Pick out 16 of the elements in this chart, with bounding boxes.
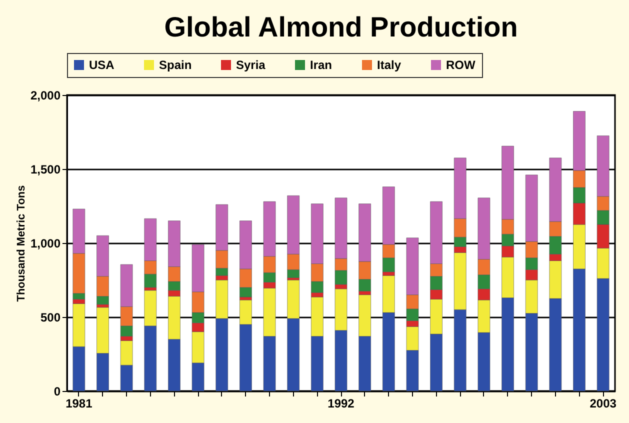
y-tick-label: 0 [54, 384, 61, 398]
y-axis-title: Thousand Metric Tons [15, 185, 28, 302]
legend-label: USA [89, 58, 115, 72]
y-tick-label: 1,500 [30, 162, 61, 176]
legend-label: ROW [446, 58, 476, 72]
x-tick-label: 1981 [66, 396, 93, 410]
chart-title: Global Almond Production [164, 12, 518, 42]
legend-label: Syria [236, 58, 266, 72]
x-tick-label: 2003 [590, 396, 617, 410]
y-tick-label: 2,000 [30, 88, 61, 102]
legend-label: Italy [377, 58, 402, 72]
x-tick-label: 1992 [328, 396, 355, 410]
legend-label: Iran [310, 58, 332, 72]
y-tick-label: 1,000 [30, 236, 61, 250]
y-tick-label: 500 [40, 310, 61, 324]
legend-label: Spain [159, 58, 192, 72]
